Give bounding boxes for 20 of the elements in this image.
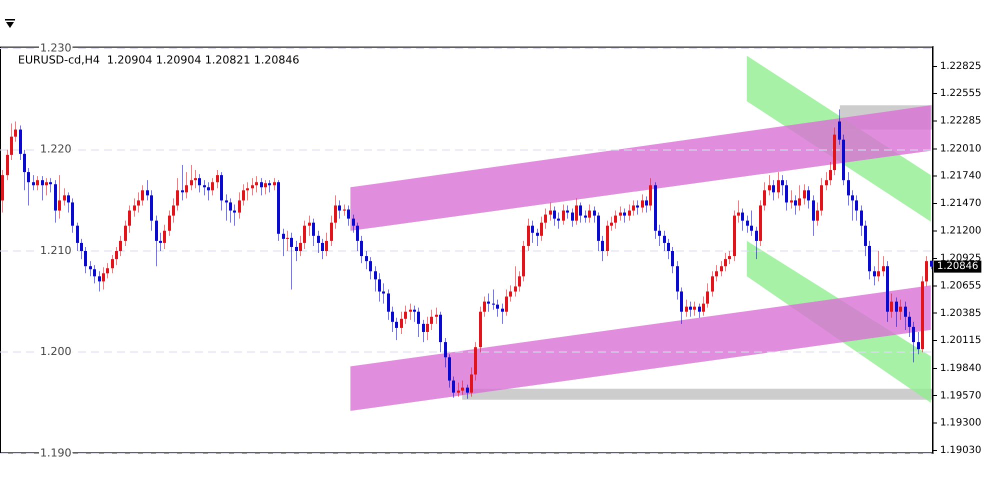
y2-tick-label: 1.19030	[940, 444, 982, 456]
y-tick-label: 1.230	[40, 41, 72, 54]
y2-tick-label: 1.22285	[940, 116, 982, 127]
y2-tick-label: 1.21740	[940, 170, 982, 182]
y-tick-label: 1.200	[40, 345, 72, 358]
y2-tick-label: 1.19840	[940, 362, 982, 374]
y2-tick-label: 1.22010	[940, 143, 982, 154]
y2-tick-label: 1.19570	[940, 390, 982, 402]
y2-tick-label: 1.19300	[940, 418, 982, 429]
y2-tick-label: 1.22825	[940, 60, 982, 72]
y2-tick-label: 1.21470	[940, 198, 982, 210]
y-tick-label: 1.220	[40, 142, 72, 156]
y2-tick-label: 1.20655	[940, 280, 982, 292]
text: EURUSD-cd,H4 1.20904 1.20904 1.20821 1.20846	[18, 53, 300, 66]
y2-tick-label: 1.21200	[940, 225, 982, 236]
y2-tick-label: 1.20115	[940, 335, 982, 346]
y2-tick-label: 1.20385	[940, 308, 982, 319]
y2-tick-label: 1.22555	[940, 88, 982, 100]
y-tick-label: 1.190	[40, 446, 72, 460]
y-tick-label: 1.210	[40, 244, 72, 257]
